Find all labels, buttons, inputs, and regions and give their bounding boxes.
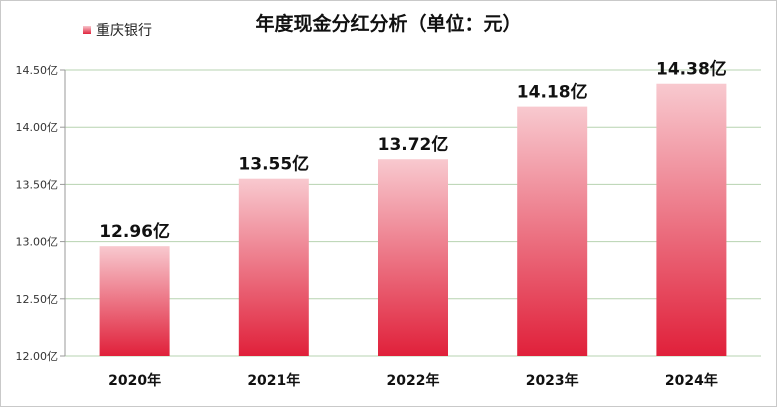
bar: [656, 83, 727, 356]
data-label: 13.72亿: [378, 134, 449, 155]
y-tick-label: 14.50亿: [16, 64, 59, 77]
chart-title: 年度现金分红分析（单位：元）: [255, 13, 522, 35]
x-tick-label: 2022年: [387, 372, 440, 389]
legend-label: 重庆银行: [96, 23, 152, 39]
data-label: 14.38亿: [656, 59, 727, 80]
legend-swatch: [83, 26, 91, 34]
data-label: 14.18亿: [517, 82, 588, 103]
data-label: 12.96亿: [99, 221, 170, 242]
x-tick-label: 2024年: [665, 372, 718, 389]
y-tick-label: 13.50亿: [16, 178, 59, 191]
legend: 重庆银行: [83, 20, 152, 40]
y-tick-label: 12.00亿: [16, 350, 59, 363]
x-tick-label: 2023年: [526, 372, 579, 389]
bar: [517, 106, 588, 356]
x-tick-label: 2020年: [108, 372, 161, 389]
bar: [378, 159, 448, 356]
data-label: 13.55亿: [238, 154, 309, 175]
y-tick-label: 13.00亿: [16, 236, 59, 249]
y-tick-label: 14.00亿: [16, 121, 59, 134]
bar: [238, 178, 309, 356]
x-tick-label: 2021年: [247, 372, 300, 389]
y-tick-label: 12.50亿: [16, 293, 59, 306]
bar: [99, 246, 170, 356]
